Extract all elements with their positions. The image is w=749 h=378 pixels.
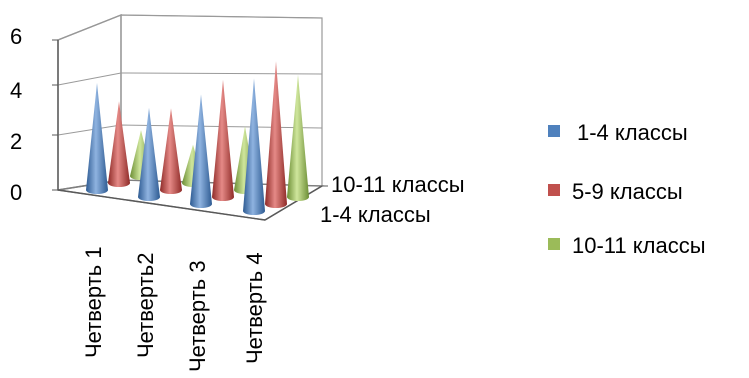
depth-label: 10-11 классы — [331, 172, 465, 197]
cone-5-9-классы-3 — [212, 80, 234, 201]
legend-swatch — [548, 125, 560, 137]
cone-1-4-классы-1 — [86, 83, 108, 194]
category-label: Четверть 4 — [242, 252, 267, 364]
legend: 1-4 классы 5-9 классы 10-11 классы — [548, 120, 706, 258]
y-tick-label: 0 — [10, 180, 22, 205]
category-label: Четверть 1 — [81, 246, 106, 358]
legend-swatch — [548, 238, 560, 250]
legend-label: 10-11 классы — [572, 233, 706, 258]
category-label: Четверть 3 — [185, 260, 210, 372]
cone-series — [86, 61, 309, 215]
y-tick-labels: 0 2 4 6 — [10, 24, 22, 205]
category-label: Четверть2 — [133, 253, 158, 358]
cone-5-9-классы-4 — [265, 61, 287, 208]
depth-labels: 10-11 классы 1-4 классы — [320, 172, 465, 227]
x-axis-line — [58, 190, 265, 220]
gridline — [58, 73, 322, 85]
cone-5-9-классы-2 — [160, 108, 182, 194]
legend-label: 5-9 классы — [572, 179, 683, 204]
cone-10-11-классы-4 — [287, 75, 309, 201]
y-tick-label: 4 — [10, 78, 22, 103]
category-labels: Четверть 1 Четверть2 Четверть 3 Четверть… — [81, 246, 267, 372]
legend-label: 1-4 классы — [577, 120, 688, 145]
y-tick-label: 6 — [10, 24, 22, 49]
depth-label: 1-4 классы — [320, 202, 431, 227]
y-tick-label: 2 — [10, 129, 22, 154]
cone-5-9-классы-1 — [108, 101, 130, 187]
gridline — [58, 15, 322, 40]
legend-swatch — [548, 184, 560, 196]
